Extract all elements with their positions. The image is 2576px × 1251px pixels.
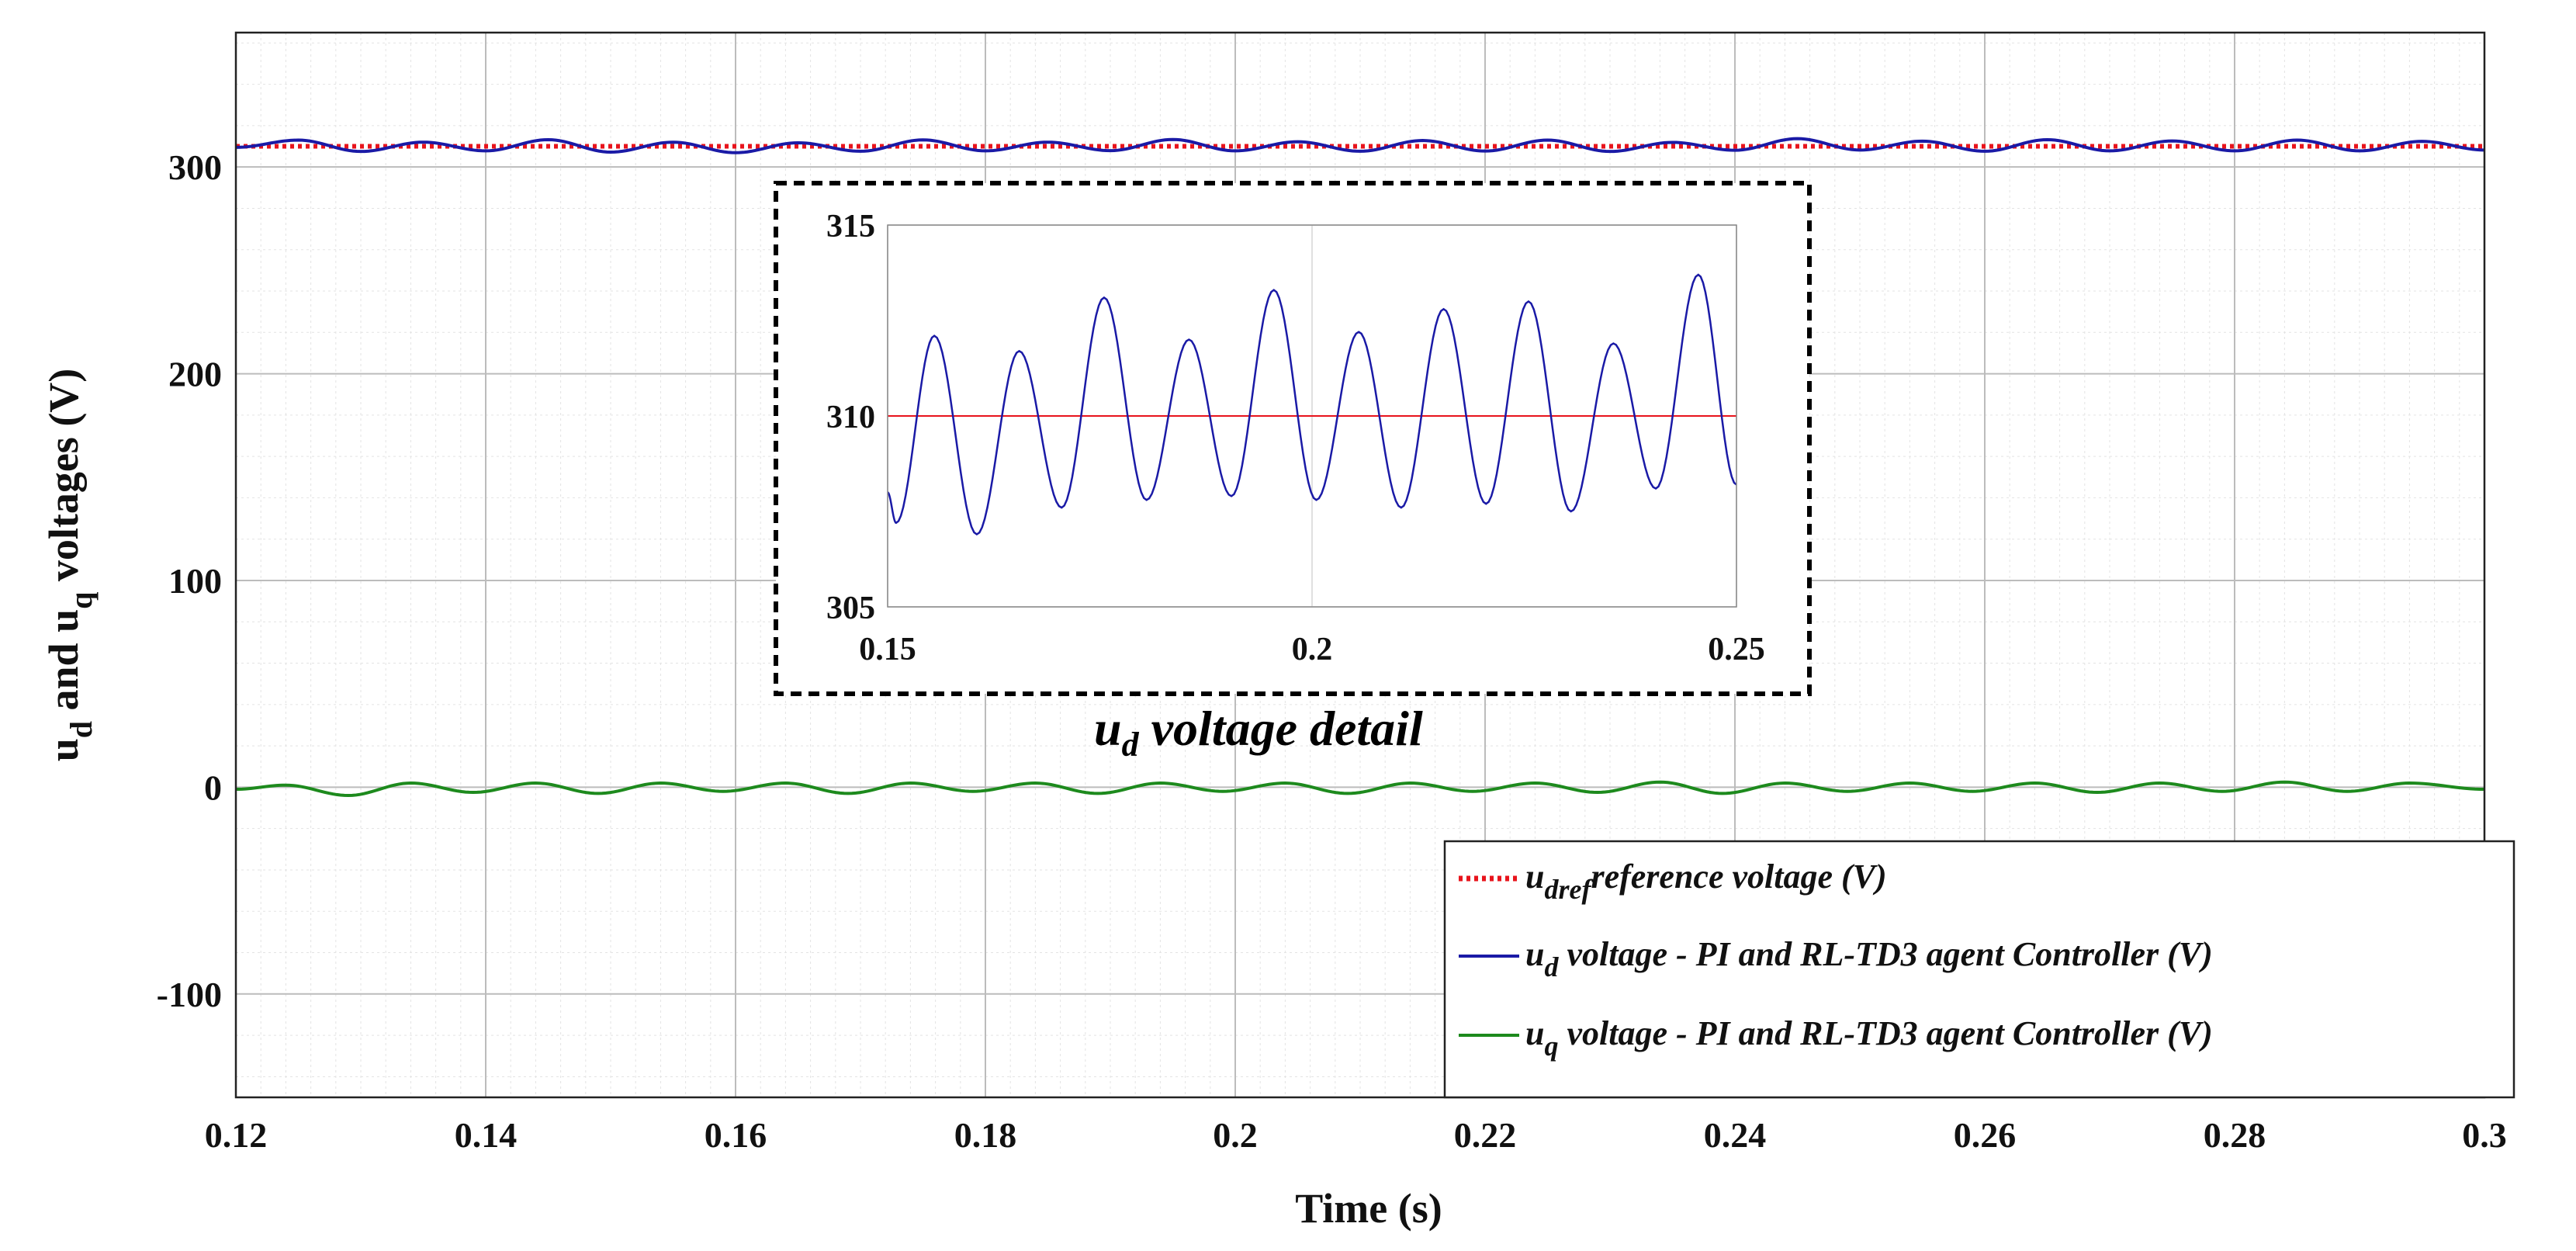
main-y-tick-labels: -100 0 100 200 300 [157,147,222,1014]
inset-caption-rest: voltage detail [1139,701,1423,756]
inset-y-tick-labels: 305 310 315 [826,209,875,626]
x-tick-label: 0.2 [1213,1115,1258,1155]
y-axis-label-part-3: voltages (V) [40,369,87,592]
main-x-tick-labels: 0.12 0.14 0.16 0.18 0.2 0.22 0.24 0.26 0.28 0.3 [205,1115,2507,1155]
y-axis-label-subscript-q: q [64,592,99,609]
inset-caption: ud voltage detail [1094,701,1423,764]
legend: udrefreference voltage (V) ud voltage - … [1443,840,2515,1099]
inset-y-tick-label: 310 [826,400,875,435]
inset-detail: 0.15 0.2 0.25 305 310 315 ud voltage detail [774,181,1812,764]
y-axis-label-part-2: and u [40,609,87,721]
legend-label-udref: udrefreference voltage (V) [1525,858,1887,905]
main-plot-frame [234,31,2486,1099]
inset-x-tick-label: 0.25 [1708,632,1765,667]
x-tick-label: 0.28 [2204,1115,2266,1155]
legend-item-uq: uq voltage - PI and RL-TD3 agent Control… [1459,1014,2213,1062]
x-tick-label: 0.16 [705,1115,767,1155]
inset-y-tick-label: 305 [826,591,875,626]
y-tick-label: 300 [168,147,222,187]
inset-series-line-ud_detail [887,273,1737,536]
legend-item-udref: udrefreference voltage (V) [1459,858,1887,905]
x-tick-label: 0.12 [205,1115,268,1155]
inset-caption-sub: d [1122,726,1140,764]
y-tick-label: 0 [204,768,222,807]
y-axis-label-part-1: u [40,738,87,761]
x-tick-label: 0.22 [1454,1115,1517,1155]
legend-item-ud: ud voltage - PI and RL-TD3 agent Control… [1459,935,2213,982]
inset-caption-main: u [1094,701,1122,756]
main-series [235,137,2485,798]
x-tick-label: 0.24 [1704,1115,1767,1155]
y-tick-label: 200 [168,355,222,394]
y-axis-label: ud and uq voltages (V) [40,369,99,762]
legend-box [1443,840,2515,1099]
x-tick-label: 0.14 [455,1115,518,1155]
legend-uq-rest: voltage - PI and RL-TD3 agent Controller… [1558,1014,2212,1052]
inset-y-tick-label: 315 [826,209,875,244]
series-line-uq [235,780,2485,798]
x-tick-label: 0.26 [1954,1115,2017,1155]
legend-ud-rest: voltage - PI and RL-TD3 agent Controller… [1558,935,2212,973]
inset-x-tick-labels: 0.15 0.2 0.25 [859,632,1765,667]
inset-plot-frame [887,224,1737,608]
inset-series [887,273,1737,536]
inset-x-tick-label: 0.15 [859,632,916,667]
legend-udref-main: u [1525,858,1544,896]
legend-uq-sub: q [1544,1031,1558,1062]
legend-ud-main: u [1525,935,1544,973]
legend-label-uq: uq voltage - PI and RL-TD3 agent Control… [1525,1014,2213,1062]
legend-ud-sub: d [1544,951,1559,982]
legend-label-ud: ud voltage - PI and RL-TD3 agent Control… [1525,935,2213,982]
y-axis-label-subscript-d: d [64,721,99,738]
legend-uq-main: u [1525,1014,1544,1052]
legend-udref-sub: dref [1544,874,1593,905]
y-tick-label: -100 [157,975,222,1014]
inset-x-tick-label: 0.2 [1292,632,1333,667]
series-line-ud [235,137,2485,154]
y-tick-label: 100 [168,561,222,601]
legend-udref-rest: reference voltage (V) [1591,858,1886,896]
x-tick-label: 0.18 [954,1115,1017,1155]
x-tick-label: 0.3 [2462,1115,2507,1155]
x-axis-label: Time (s) [1295,1185,1442,1232]
